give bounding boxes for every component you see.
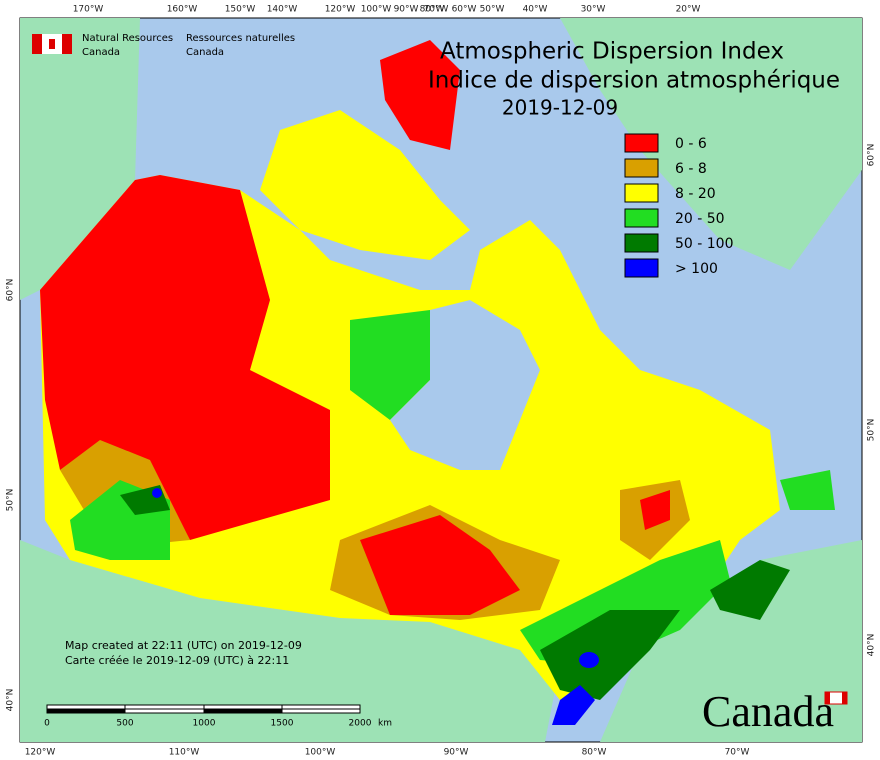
graticule-label: 40°W <box>523 5 548 15</box>
graticule-label: 120°W <box>25 748 56 758</box>
legend-label: 8 - 20 <box>675 186 716 202</box>
scale-seg <box>281 708 361 714</box>
graticule-label: 60°N <box>867 144 877 167</box>
agency-flag <box>32 34 72 54</box>
zone-dkgreen-maritimes <box>710 560 790 620</box>
scale-label: 0 <box>44 719 50 729</box>
graticule-label: 30°W <box>581 5 606 15</box>
scale-seg <box>46 708 126 714</box>
zone-blue-bc <box>152 488 162 498</box>
scale-seg <box>203 704 283 710</box>
legend-label: > 100 <box>675 261 718 277</box>
scale-seg <box>124 708 205 714</box>
zone-blue-on2 <box>579 652 599 668</box>
legend-label: 0 - 6 <box>675 136 707 152</box>
graticule-label: 100°W <box>305 748 336 758</box>
graticule-label: 80°W <box>582 748 607 758</box>
legend-label: 20 - 50 <box>675 211 725 227</box>
zone-red-central <box>360 515 520 615</box>
wordmark: Canada <box>702 687 834 736</box>
zone-red-qc <box>640 490 670 530</box>
scale-seg <box>281 704 361 710</box>
usa <box>20 540 555 742</box>
graticule-label: 90°W <box>444 748 469 758</box>
scale-label: 1000 <box>193 719 216 729</box>
graticule-label: 50°N <box>867 419 877 442</box>
legend-swatch <box>624 183 659 203</box>
graticule-label: 140°W <box>267 5 298 15</box>
zone-green-nl <box>780 470 835 510</box>
graticule-label: 20°W <box>676 5 701 15</box>
graticule-label: 50°N <box>6 489 16 512</box>
scale-seg <box>46 704 126 710</box>
agency-en: Natural Resources <box>82 33 173 44</box>
ellesmere <box>380 40 460 150</box>
graticule-label: 160°W <box>167 5 198 15</box>
scale-label: 500 <box>116 719 133 729</box>
graticule-label: 70°W <box>424 5 449 15</box>
graticule-label: 110°W <box>169 748 200 758</box>
graticule-label: 80°W <box>420 5 445 15</box>
arctic-islands <box>260 110 470 260</box>
title-en: Atmospheric Dispersion Index <box>440 39 784 65</box>
legend-label: 6 - 8 <box>675 161 707 177</box>
graticule-label: 150°W <box>225 5 256 15</box>
scale-unit: km <box>378 719 392 729</box>
graticule-label: 60°N <box>6 279 16 302</box>
alaska <box>20 18 140 300</box>
agency-en: Canada <box>82 47 120 58</box>
graticule-label: 70°W <box>725 748 750 758</box>
scale-label: 1500 <box>271 719 294 729</box>
footer: Map created at 22:11 (UTC) on 2019-12-09 <box>65 639 302 652</box>
scale-seg <box>203 708 283 714</box>
agency-fr: Ressources naturelles <box>186 33 295 44</box>
footer: Carte créée le 2019-12-09 (UTC) à 22:11 <box>65 654 289 667</box>
graticule-label: 170°W <box>73 5 104 15</box>
usa-east <box>600 540 862 742</box>
legend-swatch <box>624 158 659 178</box>
greenland <box>560 18 862 270</box>
graticule-label: 90°W <box>394 5 419 15</box>
scale-seg <box>124 704 205 710</box>
legend-swatch <box>624 133 659 153</box>
legend-label: 50 - 100 <box>675 236 734 252</box>
scale-label: 2000 <box>349 719 372 729</box>
graticule-label: 100°W <box>361 5 392 15</box>
canada-wordmark: Canada <box>702 687 848 736</box>
graticule-label: 50°W <box>480 5 505 15</box>
legend-swatch <box>624 233 659 253</box>
legend-swatch <box>624 258 659 278</box>
graticule-label: 40°N <box>867 634 877 657</box>
hudson-bay <box>390 300 540 470</box>
title-fr: Indice de dispersion atmosphérique <box>428 68 840 94</box>
legend-swatch <box>624 208 659 228</box>
zone-green-nunavut <box>350 310 430 420</box>
graticule-label: 40°N <box>6 689 16 712</box>
agency-fr: Canada <box>186 47 224 58</box>
zone-blue-on <box>552 685 595 725</box>
graticule-label: 60°W <box>452 5 477 15</box>
title-date: 2019-12-09 <box>502 96 618 120</box>
zone-dkgreen-east <box>540 610 680 700</box>
graticule-label: 120°W <box>325 5 356 15</box>
